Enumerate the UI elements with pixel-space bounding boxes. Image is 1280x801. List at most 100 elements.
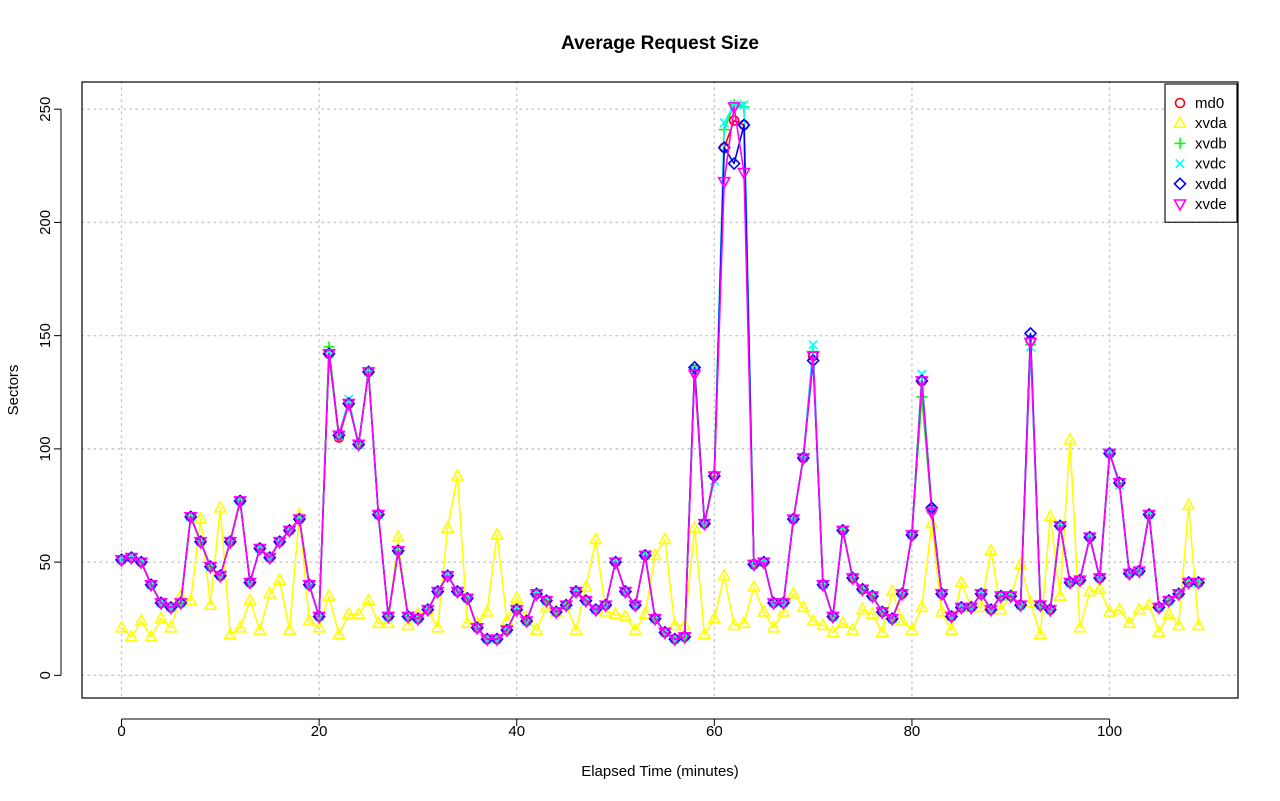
data-point-xvde <box>252 543 267 557</box>
data-point-xvde <box>816 579 830 593</box>
x-tick-label: 80 <box>904 723 921 740</box>
data-point-xvda <box>1082 583 1097 597</box>
x-tick-label: 40 <box>508 723 525 740</box>
data-point-xvde <box>648 613 662 627</box>
data-point-xvde <box>282 525 297 539</box>
data-point-xvda <box>1122 615 1137 629</box>
data-point-xvde <box>420 604 435 618</box>
data-point-xvde <box>628 600 643 613</box>
data-point-xvda <box>855 602 870 615</box>
data-point-xvdd <box>727 156 741 171</box>
data-point-xvde <box>509 604 524 618</box>
data-point-xvda <box>638 606 653 620</box>
data-point-xvdb <box>916 391 928 403</box>
data-point-xvda <box>460 615 475 629</box>
data-point-xvde <box>727 102 741 115</box>
data-point-xvda <box>312 620 326 633</box>
x-tick-label: 100 <box>1097 723 1122 740</box>
data-point-xvda <box>707 611 722 624</box>
data-point-xvda <box>223 626 238 640</box>
data-point-xvde <box>865 591 880 604</box>
data-point-xvde <box>737 167 751 181</box>
legend-label-xvde: xvde <box>1195 196 1227 213</box>
data-point-xvda <box>579 579 593 592</box>
data-point-xvde <box>539 595 554 609</box>
data-point-xvda <box>786 586 801 599</box>
data-point-xvda <box>816 617 830 631</box>
legend-item-md0: md0 <box>1174 95 1224 112</box>
data-point-xvde <box>272 536 287 550</box>
data-point-xvde <box>914 376 929 389</box>
data-point-xvda <box>1023 595 1038 608</box>
data-point-xvde <box>124 552 139 566</box>
data-point-xvda <box>717 568 732 581</box>
legend-label-xvdd: xvdd <box>1195 176 1227 193</box>
legend-marker-xvdb <box>1174 137 1186 149</box>
data-point-xvda <box>243 592 257 606</box>
data-point-xvda <box>490 527 504 540</box>
legend: md0 xvda xvdb xvdc xvdd xvde <box>1164 83 1238 223</box>
legend-marker-md0 <box>1174 97 1186 109</box>
legend-marker-xvda <box>1173 115 1187 128</box>
data-point-xvde <box>480 634 494 647</box>
data-point-xvde <box>875 607 890 620</box>
data-point-xvde <box>588 604 603 618</box>
data-point-xvda <box>1043 509 1058 522</box>
legend-label-xvda: xvda <box>1195 115 1227 132</box>
data-point-xvda <box>618 608 633 622</box>
data-point-xvde <box>1191 577 1206 591</box>
data-point-xvde <box>1003 591 1018 604</box>
legend-item-xvda: xvda <box>1173 115 1227 132</box>
data-point-xvde <box>826 611 840 625</box>
data-point-xvde <box>223 536 238 550</box>
data-point-xvda <box>371 615 386 629</box>
data-point-xvdc <box>808 339 818 350</box>
legend-item-xvde: xvde <box>1173 196 1227 213</box>
data-point-xvda <box>885 583 900 597</box>
data-point-xvde <box>855 584 870 597</box>
data-point-xvde <box>658 627 672 640</box>
data-point-xvde <box>154 598 168 611</box>
data-point-xvda <box>401 617 415 631</box>
data-point-xvde <box>371 509 386 523</box>
data-point-xvda <box>895 613 909 626</box>
data-point-xvda <box>1102 604 1117 617</box>
data-point-md0 <box>728 115 740 126</box>
data-point-xvda <box>233 620 247 633</box>
series-line-md0 <box>121 119 1199 640</box>
data-point-xvda <box>766 620 781 633</box>
data-point-xvde <box>391 545 406 559</box>
data-point-xvde <box>1152 602 1166 616</box>
grid-lines <box>81 81 1239 699</box>
data-point-xvda <box>598 604 613 617</box>
data-point-xvda <box>1092 581 1107 595</box>
series-line-xvde <box>121 106 1199 640</box>
data-point-xvde <box>687 369 702 382</box>
y-tick-label: 200 <box>37 210 54 235</box>
data-point-xvde <box>786 514 801 527</box>
data-point-xvde <box>707 471 722 484</box>
data-point-xvde <box>1082 532 1097 545</box>
data-point-xvde <box>114 555 129 568</box>
data-point-xvde <box>1053 521 1068 534</box>
data-point-xvda <box>697 626 712 640</box>
data-point-xvda <box>727 617 741 631</box>
data-point-xvde <box>292 514 307 527</box>
legend-label-xvdb: xvdb <box>1195 135 1227 152</box>
data-point-xvde <box>1073 575 1087 588</box>
data-point-xvde <box>1132 566 1147 579</box>
data-point-xvdd <box>717 141 731 155</box>
data-point-xvde <box>332 430 346 443</box>
data-point-xvde <box>361 367 376 380</box>
data-point-xvde <box>173 598 188 611</box>
data-point-xvda <box>361 592 376 606</box>
data-point-xvda <box>608 606 623 620</box>
data-point-xvda <box>332 626 346 640</box>
data-point-xvde <box>954 602 969 616</box>
x-tick-label: 0 <box>117 723 125 740</box>
data-point-xvdd <box>737 118 751 132</box>
data-point-xvda <box>924 515 939 529</box>
data-point-xvde <box>262 552 277 566</box>
data-point-xvde <box>1102 448 1117 462</box>
